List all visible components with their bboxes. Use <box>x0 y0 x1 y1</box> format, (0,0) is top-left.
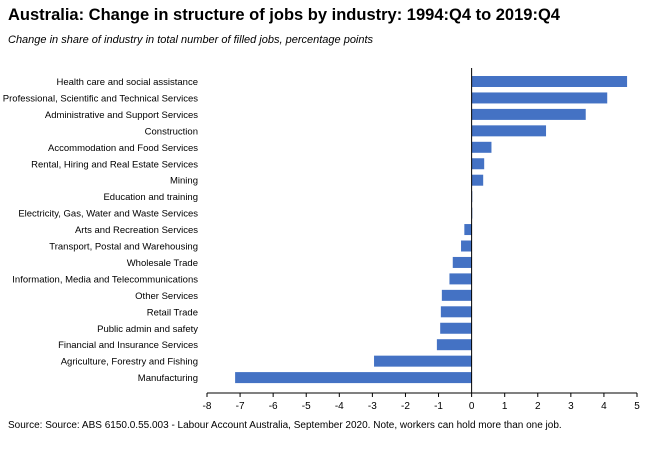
x-tick-label: 2 <box>535 401 541 412</box>
bar-chart: Health care and social assistance Profess… <box>3 68 640 412</box>
bar <box>471 141 492 153</box>
category-label: Accommodation and Food Services <box>48 143 198 154</box>
x-tick-label: -2 <box>401 401 410 412</box>
x-tick-label: -4 <box>335 401 344 412</box>
bars-layer <box>235 76 628 384</box>
bar <box>452 256 472 268</box>
x-tick-label: 5 <box>634 401 640 412</box>
category-label: Transport, Postal and Warehousing <box>49 242 198 253</box>
bar <box>464 224 472 236</box>
category-labels: Health care and social assistance Profess… <box>3 77 198 384</box>
x-tick-label: -3 <box>368 401 377 412</box>
x-tick-label: 0 <box>469 401 475 412</box>
bar <box>471 76 628 87</box>
category-label: Health care and social assistance <box>56 77 198 88</box>
x-axis: -8 -7 -6 -5 -4 -3 -2 -1 0 1 2 3 4 5 <box>203 68 640 412</box>
bar <box>436 339 472 351</box>
bar <box>471 125 547 137</box>
category-label: Electricity, Gas, Water and Waste Servic… <box>18 209 198 220</box>
category-label: Financial and Insurance Services <box>58 340 198 351</box>
category-label: Mining <box>170 176 198 187</box>
x-tick-label: -5 <box>302 401 311 412</box>
x-tick-label: 4 <box>601 401 607 412</box>
x-tick-label: -8 <box>203 401 212 412</box>
category-label: Wholesale Trade <box>127 258 198 269</box>
category-label: Retail Trade <box>147 307 198 318</box>
category-label: Other Services <box>135 291 198 302</box>
category-label: Construction <box>145 126 198 137</box>
chart-title: Australia: Change in structure of jobs b… <box>8 6 560 24</box>
chart-subtitle: Change in share of industry in total num… <box>8 34 374 46</box>
bar <box>440 306 472 318</box>
bar <box>471 174 484 186</box>
category-label: Arts and Recreation Services <box>75 225 198 236</box>
bar <box>471 92 608 104</box>
category-label: Administrative and Support Services <box>45 110 198 121</box>
category-label: Education and training <box>103 192 198 203</box>
bar <box>440 322 472 334</box>
category-label: Professional, Scientific and Technical S… <box>3 93 198 104</box>
category-label: Public admin and safety <box>97 324 198 335</box>
bar <box>449 273 472 285</box>
category-label: Agriculture, Forestry and Fishing <box>61 357 198 368</box>
x-tick-label: 1 <box>502 401 508 412</box>
bar <box>235 372 472 384</box>
bar <box>374 355 472 367</box>
category-label: Information, Media and Telecommunication… <box>12 274 198 285</box>
bar <box>471 158 485 170</box>
chart-source: Source: Source: ABS 6150.0.55.003 - Labo… <box>8 420 562 431</box>
x-tick-label: -7 <box>236 401 245 412</box>
bar <box>461 240 472 252</box>
bar <box>471 108 586 120</box>
x-tick-label: -6 <box>269 401 278 412</box>
bar <box>441 289 472 301</box>
x-tick-label: 3 <box>568 401 574 412</box>
x-tick-label: -1 <box>434 401 443 412</box>
category-label: Manufacturing <box>138 373 198 384</box>
category-label: Rental, Hiring and Real Estate Services <box>31 159 198 170</box>
